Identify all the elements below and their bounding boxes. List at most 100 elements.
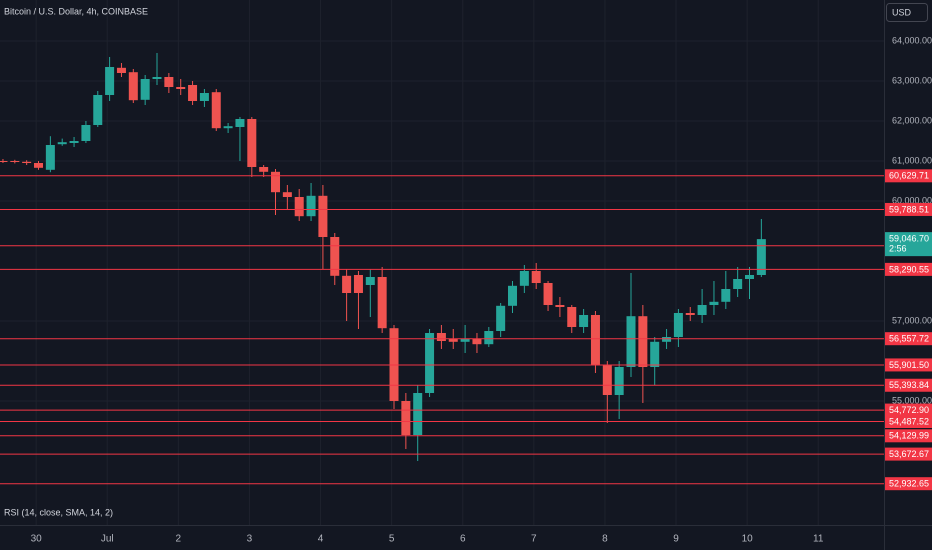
grid bbox=[0, 0, 884, 525]
plot bbox=[0, 53, 884, 485]
candle-body bbox=[306, 195, 316, 217]
level-label: 54,487.52 bbox=[889, 416, 929, 426]
candle-body bbox=[413, 393, 423, 435]
candle-body bbox=[188, 85, 198, 101]
level-label: 60,629.71 bbox=[889, 171, 929, 181]
candle-body bbox=[128, 72, 138, 101]
candle-body bbox=[105, 67, 115, 95]
x-tick-label: 3 bbox=[247, 534, 253, 545]
level-label-box bbox=[885, 358, 932, 372]
x-tick-label: 30 bbox=[31, 534, 43, 545]
y-tick-label: 63,000.00 bbox=[892, 75, 932, 85]
y-tick-label: 62,000.00 bbox=[892, 115, 932, 125]
candle-body bbox=[602, 365, 612, 395]
level-label-box bbox=[885, 262, 932, 276]
candle-body bbox=[211, 92, 221, 129]
candle-body bbox=[10, 161, 20, 162]
candle-body bbox=[567, 307, 577, 327]
candle-body bbox=[709, 301, 719, 305]
candle-body bbox=[496, 305, 506, 331]
candle-body bbox=[590, 315, 600, 365]
candle-body bbox=[223, 126, 233, 129]
level-label: 56,557.72 bbox=[889, 334, 929, 344]
level-label-box bbox=[885, 202, 932, 216]
level-label-box bbox=[885, 429, 932, 443]
level-label-box bbox=[885, 447, 932, 461]
symbol-title: Bitcoin / U.S. Dollar, 4h, COINBASE bbox=[4, 6, 148, 16]
last-price-box bbox=[885, 232, 932, 257]
candle-body bbox=[81, 125, 91, 141]
last-price-label: 59,046.70 bbox=[889, 234, 929, 244]
candle-body bbox=[282, 192, 292, 197]
currency-label[interactable]: USD bbox=[892, 7, 912, 17]
candle-body bbox=[484, 331, 494, 345]
candle-body bbox=[176, 87, 186, 89]
candle-body bbox=[365, 277, 375, 285]
candle-body bbox=[519, 271, 529, 286]
candle-body bbox=[697, 305, 707, 315]
candle-body bbox=[626, 316, 636, 367]
level-label: 55,393.84 bbox=[889, 380, 929, 390]
candle-body bbox=[69, 141, 79, 143]
candle-body bbox=[614, 367, 624, 395]
candle-body bbox=[508, 285, 518, 306]
level-label: 58,290.55 bbox=[889, 264, 929, 274]
candle-body bbox=[235, 119, 245, 127]
level-label-box bbox=[885, 332, 932, 346]
y-tick-label: 57,000.00 bbox=[892, 315, 932, 325]
candle-body bbox=[45, 145, 55, 170]
candle-body bbox=[638, 316, 648, 367]
level-label-box bbox=[885, 378, 932, 392]
candle-body bbox=[460, 339, 470, 342]
level-label-box bbox=[885, 403, 932, 417]
candle-body bbox=[259, 167, 269, 172]
candle-body bbox=[377, 277, 387, 329]
x-tick-label: 8 bbox=[602, 534, 608, 545]
candle-body bbox=[425, 333, 435, 393]
candle-body bbox=[22, 161, 32, 163]
level-label: 59,788.51 bbox=[889, 204, 929, 214]
candle-body bbox=[247, 119, 257, 167]
candle-body bbox=[294, 197, 304, 217]
candle-body bbox=[401, 401, 411, 435]
x-tick-label: Jul bbox=[101, 534, 114, 545]
candle-body bbox=[342, 275, 352, 293]
candle-body bbox=[555, 305, 565, 307]
x-tick-label: 5 bbox=[389, 534, 395, 545]
candle-body bbox=[318, 195, 328, 237]
candle-body bbox=[756, 239, 766, 275]
indicator-label: RSI (14, close, SMA, 14, 2) bbox=[4, 507, 113, 517]
level-label-box bbox=[885, 169, 932, 183]
x-tick-label: 7 bbox=[531, 534, 537, 545]
candle-body bbox=[673, 313, 683, 337]
candle-body bbox=[353, 275, 363, 293]
y-tick-label: 64,000.00 bbox=[892, 35, 932, 45]
y-tick-label: 61,000.00 bbox=[892, 155, 932, 165]
level-label-box bbox=[885, 414, 932, 428]
countdown: 2:56 bbox=[889, 244, 907, 254]
candle-body bbox=[436, 333, 446, 341]
candle-body bbox=[543, 283, 553, 305]
candle-body bbox=[164, 77, 174, 87]
candle-body bbox=[662, 337, 672, 342]
candle-body bbox=[57, 142, 67, 145]
x-tick-label: 4 bbox=[318, 534, 324, 545]
candle-body bbox=[579, 315, 589, 327]
candle-body bbox=[271, 171, 281, 193]
y-tick-label: 60,000.00 bbox=[892, 195, 932, 205]
x-tick-label: 10 bbox=[742, 534, 754, 545]
candle-body bbox=[650, 341, 660, 367]
level-label: 55,901.50 bbox=[889, 360, 929, 370]
level-label: 53,672.67 bbox=[889, 449, 929, 459]
candle-body bbox=[199, 93, 209, 101]
candle-body bbox=[34, 163, 44, 168]
candle-body bbox=[733, 279, 743, 289]
x-tick-label: 11 bbox=[813, 534, 824, 545]
level-label-box bbox=[885, 477, 932, 491]
currency-button[interactable] bbox=[886, 3, 928, 22]
candle-body bbox=[472, 339, 482, 345]
level-label: 54,772.90 bbox=[889, 405, 929, 415]
candle-body bbox=[721, 289, 731, 302]
